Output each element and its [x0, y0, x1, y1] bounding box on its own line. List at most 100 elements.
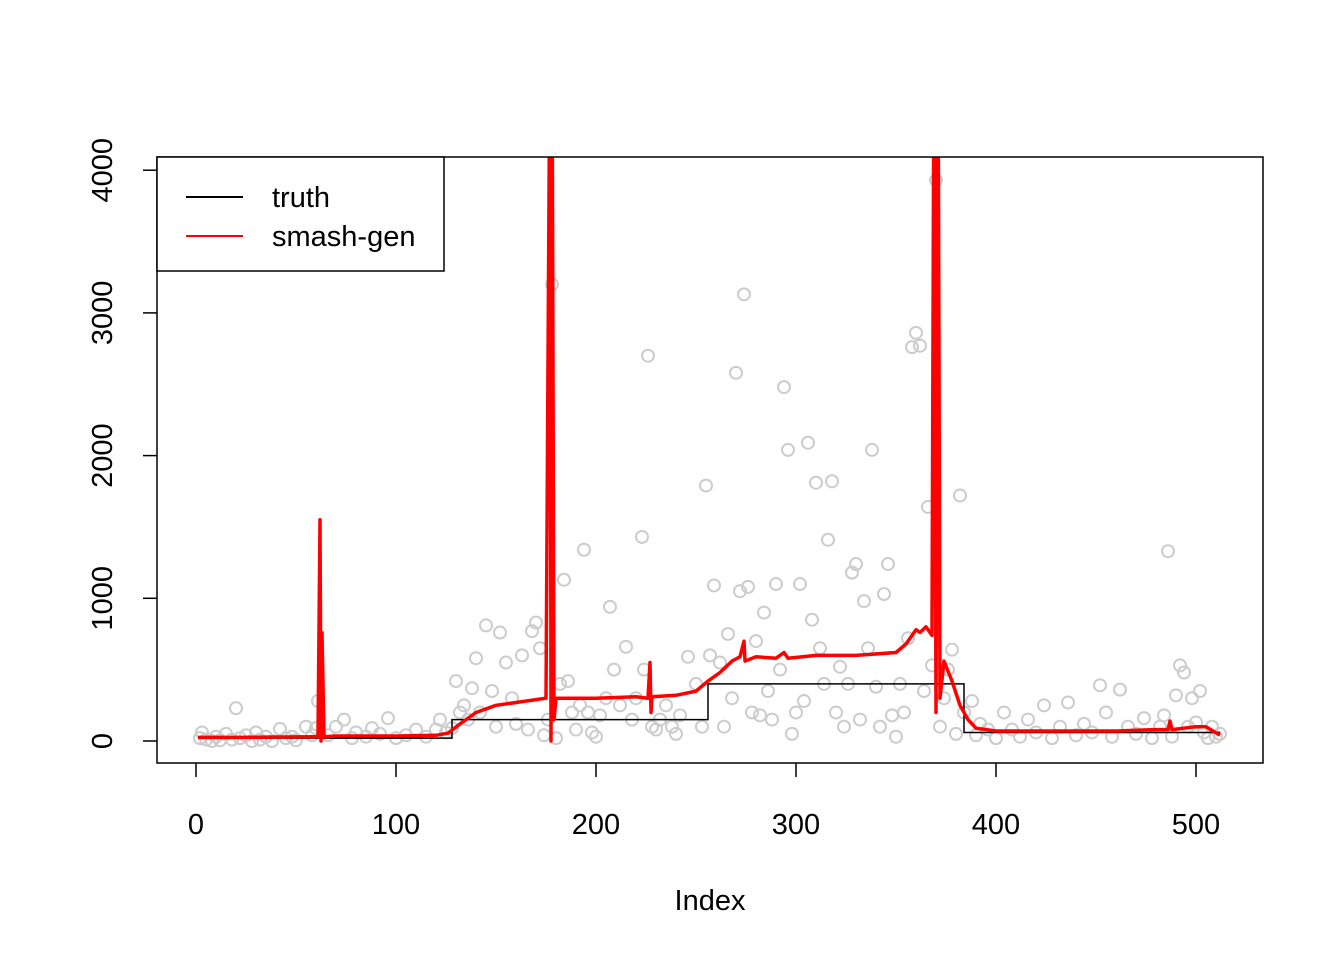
- data-point: [1045, 731, 1059, 746]
- data-point: [1161, 544, 1175, 559]
- data-point: [485, 684, 499, 699]
- data-point: [797, 694, 811, 709]
- x-tick-label: 300: [772, 809, 820, 841]
- smash-gen-series: [198, 157, 1221, 743]
- x-tick-label: 0: [188, 809, 204, 841]
- legend-label: smash-gen: [272, 221, 415, 253]
- x-axis-title: Index: [675, 885, 746, 917]
- data-point: [785, 726, 799, 741]
- data-point: [453, 705, 467, 720]
- data-point: [761, 684, 775, 699]
- data-point: [773, 662, 787, 677]
- data-point: [337, 712, 351, 727]
- y-tick-label: 0: [87, 733, 119, 749]
- data-point: [749, 634, 763, 649]
- data-point: [329, 719, 343, 734]
- data-point: [665, 719, 679, 734]
- data-point: [1137, 711, 1151, 726]
- data-point: [673, 708, 687, 723]
- y-tick-label: 2000: [87, 423, 119, 488]
- data-point: [1129, 726, 1143, 741]
- data-point: [1037, 698, 1051, 713]
- truth-line: [198, 683, 1220, 739]
- data-point: [245, 734, 259, 748]
- y-tick-label: 1000: [87, 566, 119, 631]
- data-point: [1173, 658, 1187, 673]
- data-point: [1157, 708, 1171, 723]
- data-point: [553, 676, 567, 691]
- data-point: [635, 529, 649, 544]
- data-point: [937, 691, 951, 706]
- data-point: [603, 599, 617, 614]
- data-point: [997, 705, 1011, 720]
- data-point: [699, 478, 713, 493]
- data-point: [669, 726, 683, 741]
- data-point: [381, 711, 395, 726]
- data-point: [1169, 688, 1183, 703]
- legend-box: [156, 156, 445, 272]
- data-point: [969, 728, 983, 743]
- data-point: [913, 338, 927, 353]
- data-point: [965, 694, 979, 709]
- data-point: [757, 605, 771, 620]
- data-point: [917, 684, 931, 699]
- data-point: [781, 442, 795, 457]
- data-point: [953, 488, 967, 503]
- x-tick-label: 500: [1172, 809, 1220, 841]
- data-point: [493, 625, 507, 640]
- data-point: [641, 348, 655, 363]
- data-point: [607, 662, 621, 677]
- data-point: [289, 733, 303, 748]
- data-point: [1061, 695, 1075, 710]
- data-point: [225, 732, 239, 747]
- data-point: [525, 624, 539, 639]
- data-point: [829, 705, 843, 720]
- data-point: [1099, 705, 1113, 720]
- data-point: [589, 729, 603, 744]
- legend: truth smash-gen: [156, 156, 445, 272]
- data-point: [741, 579, 755, 594]
- data-point: [695, 719, 709, 734]
- data-point: [581, 705, 595, 720]
- data-point: [949, 726, 963, 741]
- data-point: [853, 712, 867, 727]
- data-point: [809, 475, 823, 490]
- data-point: [925, 658, 939, 673]
- plot-border: [156, 156, 1264, 764]
- data-point: [449, 674, 463, 689]
- data-point: [765, 712, 779, 727]
- data-point: [733, 584, 747, 599]
- data-point: [457, 698, 471, 713]
- x-axis: 0 100 200 300 400 500: [188, 763, 1220, 841]
- data-point: [1185, 691, 1199, 706]
- data-point: [873, 719, 887, 734]
- smash-gen-line: [198, 157, 1221, 743]
- data-point: [753, 708, 767, 723]
- data-point: [707, 578, 721, 593]
- data-point: [499, 655, 513, 670]
- y-tick-label: 4000: [87, 138, 119, 203]
- data-point: [1021, 712, 1035, 727]
- data-point: [901, 631, 915, 646]
- data-point: [725, 691, 739, 706]
- data-point: [837, 719, 851, 734]
- data-point: [565, 705, 579, 720]
- data-point: [769, 577, 783, 592]
- data-point: [1193, 684, 1207, 699]
- plot-frame: [156, 156, 1264, 764]
- data-point: [869, 679, 883, 694]
- data-point: [479, 618, 493, 633]
- data-point: [659, 698, 673, 713]
- data-point: [1093, 678, 1107, 693]
- data-point: [813, 641, 827, 656]
- x-tick-label: 100: [372, 809, 420, 841]
- data-point: [593, 708, 607, 723]
- data-point: [613, 698, 627, 713]
- x-tick-label: 400: [972, 809, 1020, 841]
- data-point: [469, 651, 483, 666]
- data-point: [877, 587, 891, 602]
- data-point: [619, 639, 633, 654]
- data-point: [933, 719, 947, 734]
- data-point: [1213, 726, 1227, 741]
- data-point: [805, 612, 819, 627]
